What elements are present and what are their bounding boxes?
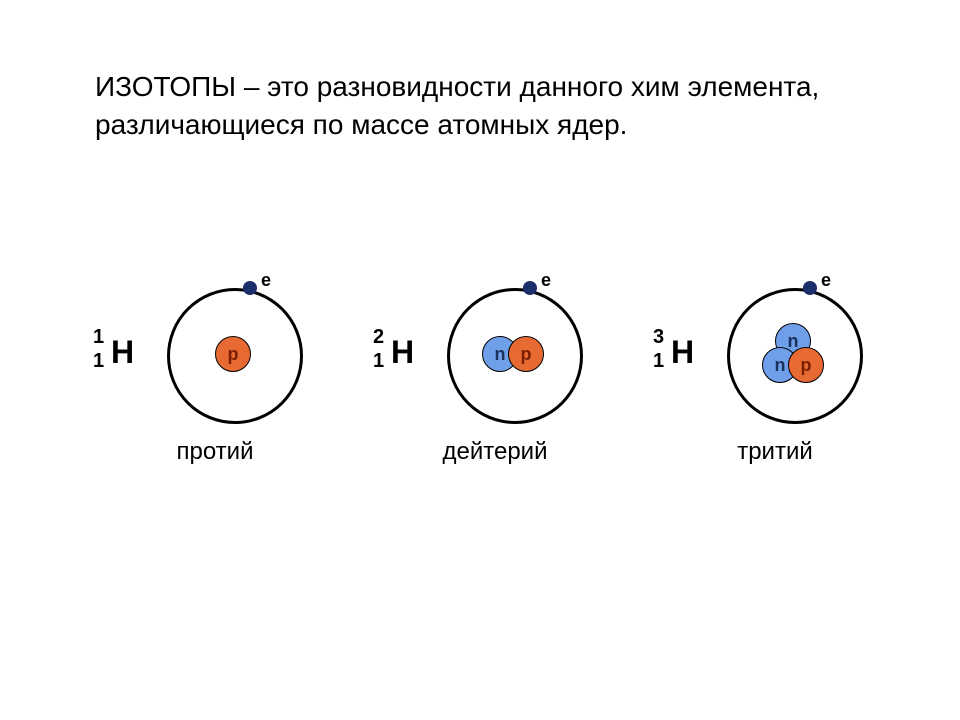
nucleon-letter: p (228, 344, 239, 365)
element-symbol: H (111, 334, 134, 371)
proton-icon: p (788, 347, 824, 383)
element-symbol: H (391, 334, 414, 371)
page: ИЗОТОПЫ – это разновидности данного хим … (0, 0, 960, 720)
mass-number: 3 (653, 326, 664, 349)
atomic-number: 1 (653, 350, 664, 373)
electron-label: e (261, 270, 271, 291)
mass-number: 2 (373, 326, 384, 349)
nucleon-letter: p (801, 355, 812, 376)
isotope-name: дейтерий (365, 438, 625, 466)
electron-icon (803, 281, 817, 295)
atomic-number: 1 (373, 350, 384, 373)
atom-diagram-deuterium: e n p (437, 278, 587, 428)
isotope-protium: 1 1 H e p протий (85, 270, 345, 490)
electron-label: e (541, 270, 551, 291)
isotope-name: тритий (645, 438, 905, 466)
nucleon-letter: p (521, 344, 532, 365)
isotope-name: протий (85, 438, 345, 466)
electron-label: e (821, 270, 831, 291)
isotopes-row: 1 1 H e p протий 2 1 H e n (85, 270, 905, 490)
nucleon-letter: n (775, 355, 786, 376)
isotope-tritium: 3 1 H e n n p тритий (645, 270, 905, 490)
nucleon-letter: n (495, 344, 506, 365)
atom-diagram-protium: e p (157, 278, 307, 428)
atom-diagram-tritium: e n n p (717, 278, 867, 428)
electron-icon (243, 281, 257, 295)
proton-icon: p (508, 336, 544, 372)
isotope-deuterium: 2 1 H e n p дейтерий (365, 270, 625, 490)
element-symbol: H (671, 334, 694, 371)
electron-icon (523, 281, 537, 295)
mass-number: 1 (93, 326, 104, 349)
heading-text: ИЗОТОПЫ – это разновидности данного хим … (95, 68, 875, 144)
atomic-number: 1 (93, 350, 104, 373)
proton-icon: p (215, 336, 251, 372)
